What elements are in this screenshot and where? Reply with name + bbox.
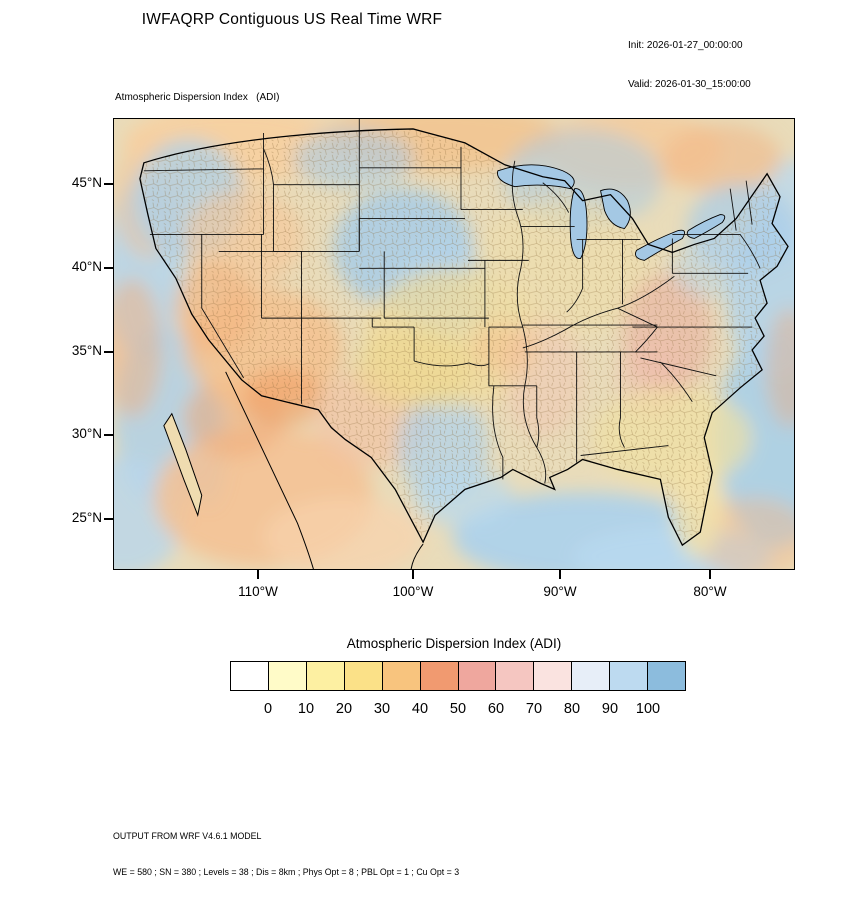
lat-tick [104,351,113,353]
colorbar-tick-label: 30 [373,701,391,717]
lat-tick [104,518,113,520]
colorbar-swatch [268,661,307,691]
colorbar [230,661,687,691]
lon-tick [559,570,561,579]
lon-label: 110°W [238,584,278,599]
valid-time: Valid: 2026-01-30_15:00:00 [628,79,751,90]
footer-line1: OUTPUT FROM WRF V4.6.1 MODEL [113,831,262,841]
field-label: Atmospheric Dispersion Index (ADI) [115,92,280,103]
lat-label: 25°N [71,510,102,525]
colorbar-tick-label: 0 [263,701,273,717]
colorbar-swatch [648,661,687,691]
footer-line2: WE = 580 ; SN = 380 ; Levels = 38 ; Dis … [113,867,460,877]
lat-label: 35°N [71,343,102,358]
lat-label: 30°N [71,426,102,441]
colorbar-tick-label: 50 [449,701,467,717]
colorbar-swatch [306,661,345,691]
lat-tick [104,267,113,269]
great-lakes [497,164,726,261]
colorbar-swatch [610,661,649,691]
model-config-footer: OUTPUT FROM WRF V4.6.1 MODEL WE = 580 ; … [113,806,459,902]
lat-tick [104,434,113,436]
colorbar-tick-label: 70 [525,701,543,717]
state-boundaries [143,119,761,484]
map-canvas [113,118,795,570]
wrf-plot-page: IWFAQRP Contiguous US Real Time WRF Init… [71,11,795,877]
colorbar-swatch [230,661,269,691]
colorbar-tick-label: 20 [335,701,353,717]
lon-tick [412,570,414,579]
colorbar-tick-label: 60 [487,701,505,717]
lon-tick [257,570,259,579]
colorbar-tick-label: 90 [601,701,619,717]
lat-label: 45°N [71,175,102,190]
colorbar-title: Atmospheric Dispersion Index (ADI) [346,636,562,651]
page-title: IWFAQRP Contiguous US Real Time WRF [141,11,443,28]
conus-map [114,119,794,569]
colorbar-swatch [496,661,535,691]
lat-label: 40°N [71,259,102,274]
colorbar-swatch [458,661,497,691]
colorbar-swatch [534,661,573,691]
colorbar-swatch [382,661,421,691]
colorbar-swatch [572,661,611,691]
colorbar-tick-label: 10 [297,701,315,717]
colorbar-tick-label: 100 [635,701,661,717]
lon-tick [709,570,711,579]
lat-tick [104,183,113,185]
colorbar-tick-label: 40 [411,701,429,717]
run-info: Init: 2026-01-27_00:00:00 Valid: 2026-01… [628,13,751,117]
lon-label: 90°W [543,584,577,599]
init-time: Init: 2026-01-27_00:00:00 [628,40,743,51]
mexico-coastlines [163,371,424,569]
lon-label: 100°W [392,584,434,599]
lon-label: 80°W [693,584,727,599]
colorbar-swatch [420,661,459,691]
colorbar-tick-label: 80 [563,701,581,717]
us-outline [139,128,789,547]
colorbar-tick-labels: 0 10 20 30 40 50 60 70 80 90 100 [230,701,686,721]
colorbar-swatch [344,661,383,691]
